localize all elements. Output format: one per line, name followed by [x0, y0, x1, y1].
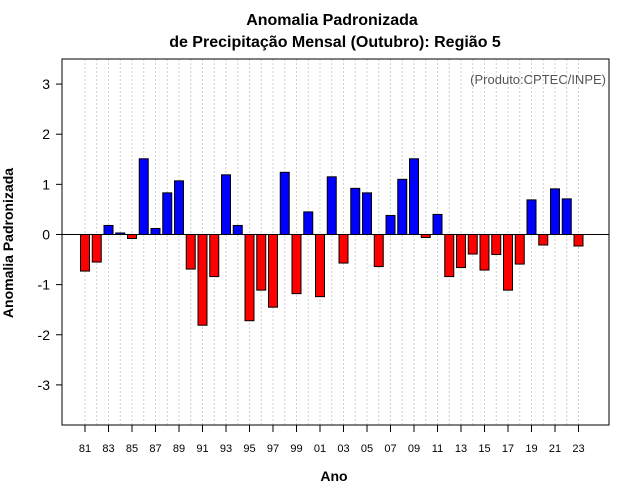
bar-2014 [467, 233, 478, 255]
bar-2004 [350, 187, 361, 235]
bar-1990 [185, 233, 196, 270]
xtick-label: 21 [549, 443, 561, 455]
y-axis-label: Anomalia Padronizada [0, 168, 16, 318]
bar-1987 [150, 227, 161, 235]
ytick-label: -2 [38, 327, 51, 343]
bar-2023 [573, 233, 584, 247]
ytick-label: -1 [38, 277, 51, 293]
bar-1986 [138, 158, 149, 235]
bar-2020 [538, 233, 549, 246]
bar-1994 [232, 224, 243, 235]
bar-2001 [315, 233, 325, 298]
bar-1982 [91, 233, 102, 263]
xtick-label: 09 [408, 443, 420, 455]
bar-2022 [561, 198, 572, 235]
xtick-label: 93 [220, 443, 232, 455]
bar-1998 [279, 171, 290, 235]
bar-1992 [209, 233, 220, 278]
bar-2010 [420, 233, 431, 238]
bar-1984 [115, 232, 126, 235]
ytick-label: 2 [42, 126, 50, 142]
bar-2009 [409, 158, 419, 235]
xtick-label: 15 [478, 443, 490, 455]
xtick-label: 85 [126, 443, 138, 455]
xtick-label: 87 [149, 443, 161, 455]
ytick-label: 3 [42, 76, 50, 92]
ytick-label: 0 [42, 226, 50, 242]
bar-2002 [326, 176, 337, 235]
bar-2006 [373, 233, 384, 268]
bar-2013 [456, 233, 466, 269]
x-axis: 81 83 85 87 89 91 93 95 97 99 01 03 05 07 09 11 13 15 17 19… [79, 425, 585, 455]
xtick-label: 19 [525, 443, 537, 455]
xtick-label: 95 [243, 443, 255, 455]
bar-1981 [80, 233, 90, 272]
plot-area [61, 58, 610, 426]
y-axis: 3 2 1 0 -1 -2 -3 [38, 76, 62, 393]
bar-1991 [197, 233, 208, 326]
xtick-label: 23 [572, 443, 584, 455]
bar-1989 [174, 180, 184, 235]
xtick-label: 01 [314, 443, 326, 455]
bar-1996 [256, 233, 267, 291]
bar-2007 [385, 214, 396, 235]
bars [80, 158, 584, 326]
bar-2021 [550, 188, 560, 235]
bar-2008 [397, 178, 408, 235]
source-annotation: (Produto:CPTEC/INPE) [470, 72, 606, 87]
xtick-label: 17 [502, 443, 514, 455]
xtick-label: 13 [455, 443, 467, 455]
bar-1983 [103, 224, 114, 235]
bar-1995 [244, 233, 255, 322]
plot-frame [61, 58, 610, 426]
xtick-label: 83 [102, 443, 114, 455]
bar-1999 [291, 233, 302, 295]
bar-2012 [444, 233, 455, 278]
bar-2018 [514, 233, 525, 265]
chart-title-line2: de Precipitação Mensal (Outubro): Região… [169, 34, 501, 51]
xtick-label: 97 [267, 443, 279, 455]
bar-1997 [268, 233, 278, 308]
bar-1993 [221, 174, 231, 235]
bar-2000 [303, 211, 314, 235]
ytick-label: 1 [42, 176, 50, 192]
xtick-label: 07 [384, 443, 396, 455]
bar-2003 [338, 233, 349, 264]
bar-2015 [479, 233, 490, 271]
x-axis-label: Ano [320, 468, 347, 484]
xtick-label: 81 [79, 443, 91, 455]
bar-2017 [503, 233, 513, 291]
bar-1985 [127, 233, 137, 239]
bar-2016 [491, 233, 502, 256]
xtick-label: 03 [337, 443, 349, 455]
bar-1988 [162, 192, 173, 235]
xtick-label: 89 [173, 443, 185, 455]
chart-title-line1: Anomalia Padronizada [246, 12, 418, 29]
xtick-label: 05 [361, 443, 373, 455]
xtick-label: 99 [290, 443, 302, 455]
xtick-label: 91 [196, 443, 208, 455]
ytick-label: -3 [38, 377, 51, 393]
bar-2005 [362, 192, 372, 235]
bar-2011 [432, 213, 443, 235]
vertical-gridlines [84, 59, 579, 425]
bar-2019 [526, 199, 537, 235]
xtick-label: 11 [432, 443, 443, 455]
